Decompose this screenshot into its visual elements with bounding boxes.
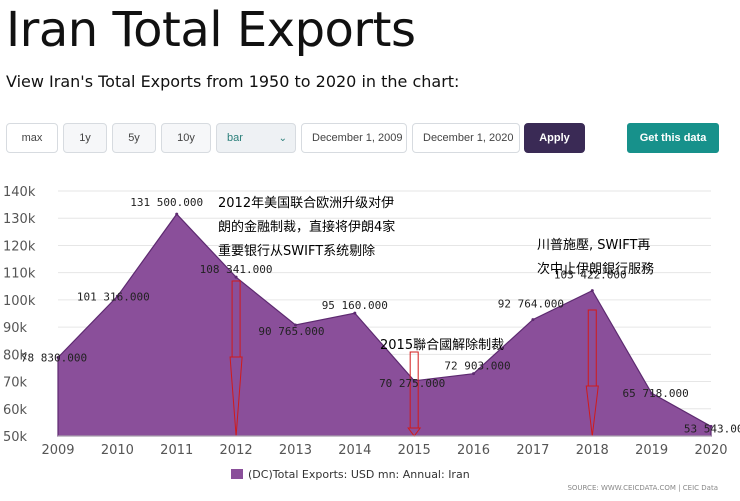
x-tick-label: 2020	[694, 443, 727, 458]
annotation-2012-line-3: 重要银行从SWIFT系统剔除	[218, 243, 375, 259]
value-label: 90 765.000	[258, 325, 324, 338]
value-label: 70 275.000	[379, 377, 445, 390]
page-title: Iran Total Exports	[6, 2, 416, 58]
y-tick-label: 120k	[3, 239, 36, 254]
legend-swatch	[231, 469, 243, 479]
data-point	[175, 212, 179, 216]
annotation-2012-line-1: 2012年美国联合欧洲升级对伊	[218, 196, 394, 211]
y-tick-label: 100k	[3, 294, 36, 309]
x-tick-label: 2015	[398, 443, 431, 458]
data-point	[56, 356, 60, 360]
page-subtitle: View Iran's Total Exports from 1950 to 2…	[6, 72, 460, 91]
y-tick-label: 140k	[3, 185, 36, 200]
value-label: 108 341.000	[200, 263, 273, 276]
annotation-2015-line-1: 2015聯合國解除制裁	[380, 337, 504, 353]
value-label: 101 316.000	[77, 290, 150, 303]
range-1y-button[interactable]: 1y	[63, 123, 107, 153]
chevron-down-icon: ⌄	[278, 132, 287, 144]
y-tick-label: 60k	[3, 403, 28, 418]
start-date-input[interactable]: December 1, 2009	[301, 123, 407, 153]
data-point	[472, 372, 476, 376]
data-point	[115, 294, 119, 298]
apply-button[interactable]: Apply	[524, 123, 585, 153]
range-10y-button[interactable]: 10y	[161, 123, 211, 153]
data-point	[709, 424, 713, 428]
source-label: SOURCE: WWW.CEICDATA.COM | CEIC Data	[567, 484, 718, 492]
data-point	[353, 311, 357, 315]
annotation-arrow-head	[585, 385, 599, 437]
y-tick-label: 80k	[3, 348, 28, 363]
annotation-arrow-head	[229, 356, 243, 437]
x-tick-label: 2019	[635, 443, 668, 458]
annotation-2018-line-2: 次中止伊朗銀行服務	[537, 261, 654, 277]
chart-type-value: bar	[227, 132, 243, 144]
x-tick-label: 2014	[338, 443, 371, 458]
y-tick-label: 50k	[3, 430, 28, 445]
get-data-button[interactable]: Get this data	[627, 123, 719, 153]
value-label: 65 718.000	[623, 387, 689, 400]
x-tick-label: 2011	[160, 443, 193, 458]
annotation-2018-line-1: 川普施壓, SWIFT再	[537, 238, 650, 253]
data-point	[590, 289, 594, 293]
legend-label: (DC)Total Exports: USD mn: Annual: Iran	[248, 468, 470, 481]
x-tick-label: 2010	[101, 443, 134, 458]
y-tick-label: 70k	[3, 376, 28, 391]
value-label: 131 500.000	[130, 196, 203, 209]
x-tick-label: 2018	[576, 443, 609, 458]
annotation-2012-line-2: 朗的金融制裁，直接将伊朗4家	[218, 219, 395, 235]
chart-type-select[interactable]: bar ⌄	[216, 123, 296, 153]
data-point	[293, 323, 297, 327]
data-point	[234, 275, 238, 279]
x-tick-label: 2012	[220, 443, 253, 458]
end-date-input[interactable]: December 1, 2020	[412, 123, 520, 153]
value-label: 92 764.000	[498, 298, 564, 311]
x-tick-label: 2016	[457, 443, 490, 458]
y-tick-label: 110k	[3, 267, 36, 282]
annotation-arrow-head	[407, 427, 422, 437]
x-tick-label: 2013	[279, 443, 312, 458]
data-point	[650, 391, 654, 395]
y-tick-label: 90k	[3, 321, 28, 336]
range-max-button[interactable]: max	[6, 123, 58, 153]
data-point	[531, 318, 535, 322]
x-tick-label: 2017	[516, 443, 549, 458]
y-tick-label: 130k	[3, 212, 36, 227]
data-point	[412, 379, 416, 383]
value-label: 95 160.000	[322, 299, 388, 312]
x-tick-label: 2009	[41, 443, 74, 458]
value-label: 53 543.000	[684, 422, 740, 435]
value-label: 103 422.000	[554, 269, 627, 282]
value-label: 78 830.000	[21, 352, 87, 365]
range-5y-button[interactable]: 5y	[112, 123, 156, 153]
value-label: 72 903.000	[444, 360, 510, 373]
